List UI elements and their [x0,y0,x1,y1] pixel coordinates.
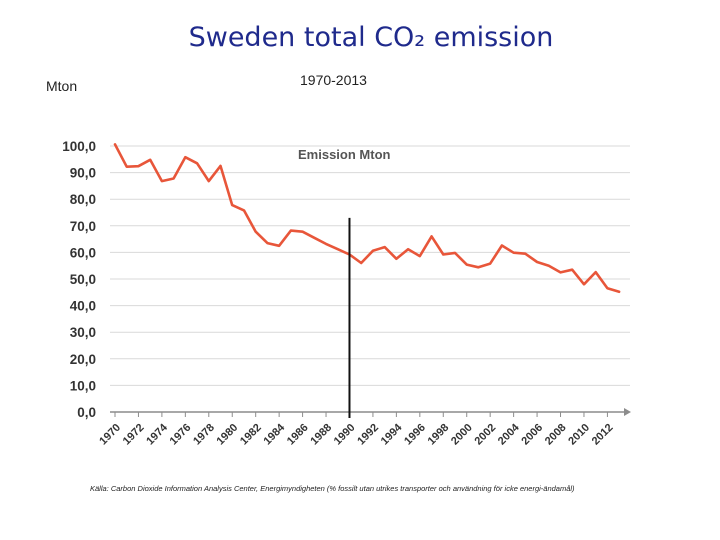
x-tick-label: 1986 [285,422,311,448]
y-tick-label: 40,0 [70,299,96,314]
x-tick-label: 1998 [426,422,452,448]
y-axis-tick-labels: 0,0 10,0 20,0 30,0 40,0 50,0 60,0 70,0 80,0 90,0 1… [62,139,96,420]
x-tick-label: 1982 [238,422,264,448]
x-tick-label: 1994 [379,421,405,447]
chart-title: Emission Mton [298,147,391,162]
x-tick-label: 1990 [332,422,358,448]
x-tick-label: 1970 [97,422,123,448]
y-tick-label: 0,0 [77,405,96,420]
y-tick-label: 90,0 [70,166,96,181]
y-tick-label: 50,0 [70,272,96,287]
x-tick-label: 1978 [191,422,217,448]
period-label: 1970-2013 [300,72,367,88]
x-tick-label: 1976 [168,422,194,448]
unit-label: Mton [46,78,78,94]
x-tick-label: 1988 [308,422,334,448]
axes [110,408,631,416]
series-layer [113,143,621,294]
x-tick-label: 1980 [215,422,241,448]
slide-title: Sweden total CO₂ emission [188,22,554,53]
y-tick-label: 70,0 [70,219,96,234]
y-tick-label: 100,0 [62,139,96,154]
x-tick-label: 2010 [566,422,592,448]
x-tick-label: 2012 [590,422,616,448]
x-tick-label: 1974 [144,421,170,447]
x-tick-label: 2006 [519,422,545,448]
x-axis-arrow [624,408,631,416]
source-note: Källa: Carbon Dioxide Information Analys… [90,484,575,493]
x-tick-label: 2002 [472,422,498,448]
y-tick-label: 20,0 [70,352,96,367]
y-tick-label: 30,0 [70,325,96,340]
x-tick-label: 1972 [121,422,147,448]
x-tick-label: 2000 [449,422,475,448]
x-axis-tick-labels: 1970197219741976197819801982198419861988… [97,412,616,448]
series-line [113,143,621,294]
x-tick-label: 2008 [543,422,569,448]
y-tick-label: 80,0 [70,192,96,207]
x-tick-label: 2004 [496,421,522,447]
y-tick-label: 60,0 [70,245,96,260]
x-tick-label: 1996 [402,422,428,448]
y-tick-label: 10,0 [70,378,96,393]
x-tick-label: 1984 [261,421,287,447]
gridlines [110,145,630,386]
x-tick-label: 1992 [355,422,381,448]
